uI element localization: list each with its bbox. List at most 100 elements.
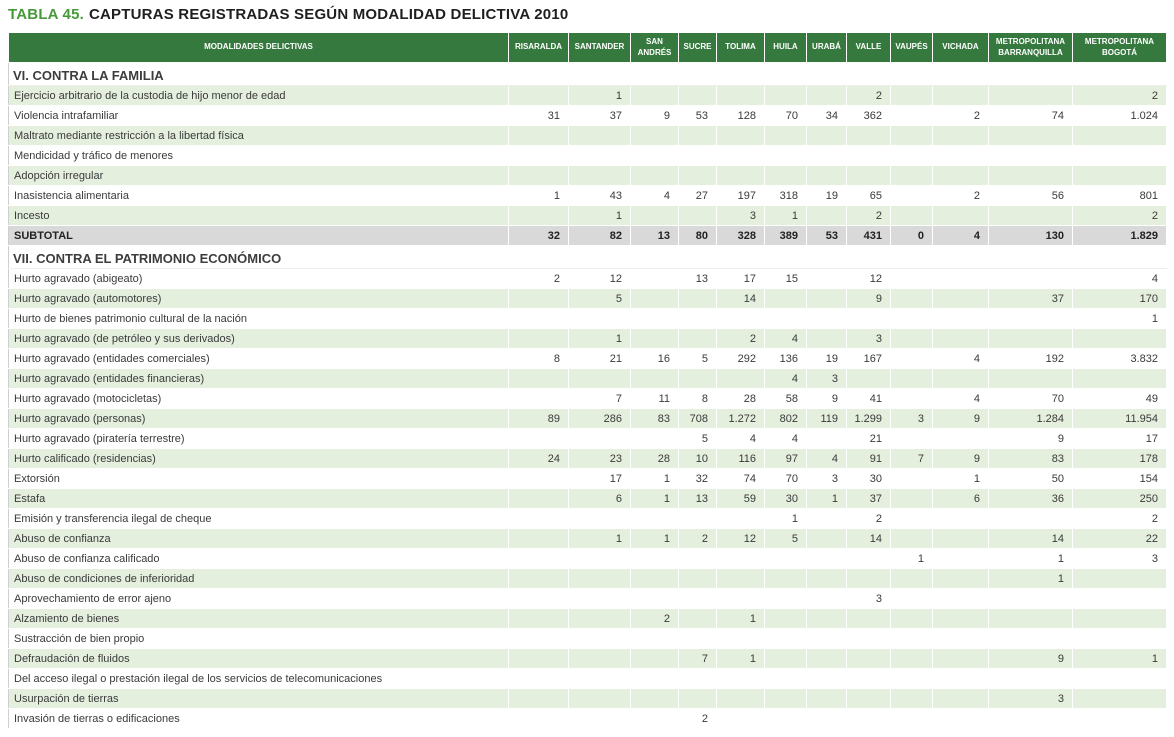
- cell-value: [890, 428, 933, 449]
- cell-value: [806, 165, 847, 186]
- cell-value: [568, 648, 631, 669]
- table-row: Maltrato mediante restricción a la liber…: [8, 125, 1167, 146]
- cell-value: 1: [568, 328, 631, 349]
- table-row: Hurto agravado (personas) 89 286 83 708 1.272…: [8, 408, 1167, 429]
- cell-value: 802: [764, 408, 807, 429]
- cell-value: 1: [568, 205, 631, 226]
- cell-value: [678, 688, 717, 709]
- row-label: Hurto agravado (personas): [8, 408, 509, 429]
- cell-value: 197: [716, 185, 765, 206]
- row-label: Del acceso ilegal o prestación ilegal de…: [8, 668, 509, 689]
- cell-value: 97: [764, 448, 807, 469]
- table-row: Inasistencia alimentaria 1 43 4 27 197 318 19 65…: [8, 185, 1167, 206]
- cell-value: [716, 85, 765, 106]
- column-header: VALLE: [846, 32, 891, 63]
- cell-value: [890, 608, 933, 629]
- cell-value: [988, 508, 1073, 529]
- cell-value: [806, 568, 847, 589]
- cell-value: [890, 145, 933, 166]
- cell-value: [630, 708, 679, 729]
- row-label: Hurto agravado (automotores): [8, 288, 509, 309]
- cell-value: 1: [716, 608, 765, 629]
- cell-value: [806, 145, 847, 166]
- cell-value: [1072, 568, 1167, 589]
- cell-value: [890, 368, 933, 389]
- cell-value: 5: [678, 348, 717, 369]
- cell-value: 119: [806, 408, 847, 429]
- cell-value: 192: [988, 348, 1073, 369]
- cell-value: 1: [630, 528, 679, 549]
- table-row: Hurto agravado (piratería terrestre) 5 4 4 2…: [8, 428, 1167, 449]
- cell-value: [846, 628, 891, 649]
- cell-value: [508, 568, 569, 589]
- cell-value: [846, 608, 891, 629]
- cell-value: 4: [932, 348, 989, 369]
- cell-value: 80: [678, 225, 717, 246]
- cell-value: [932, 288, 989, 309]
- cell-value: [678, 628, 717, 649]
- cell-value: 17: [568, 468, 631, 489]
- cell-value: 8: [678, 388, 717, 409]
- table-row: Estafa 6 1 13 59 30 1 37 6 36 250: [8, 488, 1167, 509]
- cell-value: [846, 568, 891, 589]
- cell-value: 34: [806, 105, 847, 126]
- cell-value: [988, 328, 1073, 349]
- cell-value: 49: [1072, 388, 1167, 409]
- cell-value: 70: [764, 468, 807, 489]
- cell-value: [678, 125, 717, 146]
- table-row: Sustracción de bien propio: [8, 628, 1167, 649]
- row-label: Estafa: [8, 488, 509, 509]
- cell-value: [630, 668, 679, 689]
- cell-value: [716, 508, 765, 529]
- cell-value: 30: [846, 468, 891, 489]
- cell-value: [890, 205, 933, 226]
- cell-value: 9: [846, 288, 891, 309]
- cell-value: 28: [630, 448, 679, 469]
- cell-value: [568, 145, 631, 166]
- row-label: Hurto calificado (residencias): [8, 448, 509, 469]
- cell-value: 12: [568, 268, 631, 289]
- cell-value: [890, 708, 933, 729]
- cell-value: [988, 668, 1073, 689]
- table-row: Emisión y transferencia ilegal de cheque…: [8, 508, 1167, 529]
- cell-value: [846, 548, 891, 569]
- cell-value: 36: [988, 488, 1073, 509]
- cell-value: [932, 568, 989, 589]
- cell-value: 58: [764, 388, 807, 409]
- cell-value: 328: [716, 225, 765, 246]
- cell-value: [630, 288, 679, 309]
- cell-value: [890, 388, 933, 409]
- cell-value: [764, 668, 807, 689]
- table-title: TABLA 45. CAPTURAS REGISTRADAS SEGÚN MODA…: [8, 6, 1166, 23]
- section-header: VI. CONTRA LA FAMILIA: [8, 62, 1167, 86]
- cell-value: 5: [568, 288, 631, 309]
- cell-value: 1: [630, 468, 679, 489]
- cell-value: [508, 388, 569, 409]
- cell-value: [932, 368, 989, 389]
- cell-value: [988, 628, 1073, 649]
- cell-value: [568, 508, 631, 529]
- cell-value: 1: [932, 468, 989, 489]
- cell-value: [932, 628, 989, 649]
- cell-value: [716, 165, 765, 186]
- cell-value: 19: [806, 348, 847, 369]
- cell-value: [630, 125, 679, 146]
- cell-value: 15: [764, 268, 807, 289]
- cell-value: 9: [988, 428, 1073, 449]
- cell-value: 2: [846, 85, 891, 106]
- cell-value: [568, 125, 631, 146]
- cell-value: [890, 588, 933, 609]
- cell-value: [678, 548, 717, 569]
- cell-value: [806, 688, 847, 709]
- cell-value: [890, 105, 933, 126]
- cell-value: [764, 708, 807, 729]
- cell-value: [806, 328, 847, 349]
- cell-value: [508, 588, 569, 609]
- cell-value: [678, 668, 717, 689]
- table-body: VI. CONTRA LA FAMILIA Ejercicio arbitrari…: [8, 62, 1167, 729]
- cell-value: [932, 508, 989, 529]
- cell-value: [1072, 328, 1167, 349]
- cell-value: [806, 628, 847, 649]
- cell-value: 3: [806, 368, 847, 389]
- cell-value: 1: [1072, 648, 1167, 669]
